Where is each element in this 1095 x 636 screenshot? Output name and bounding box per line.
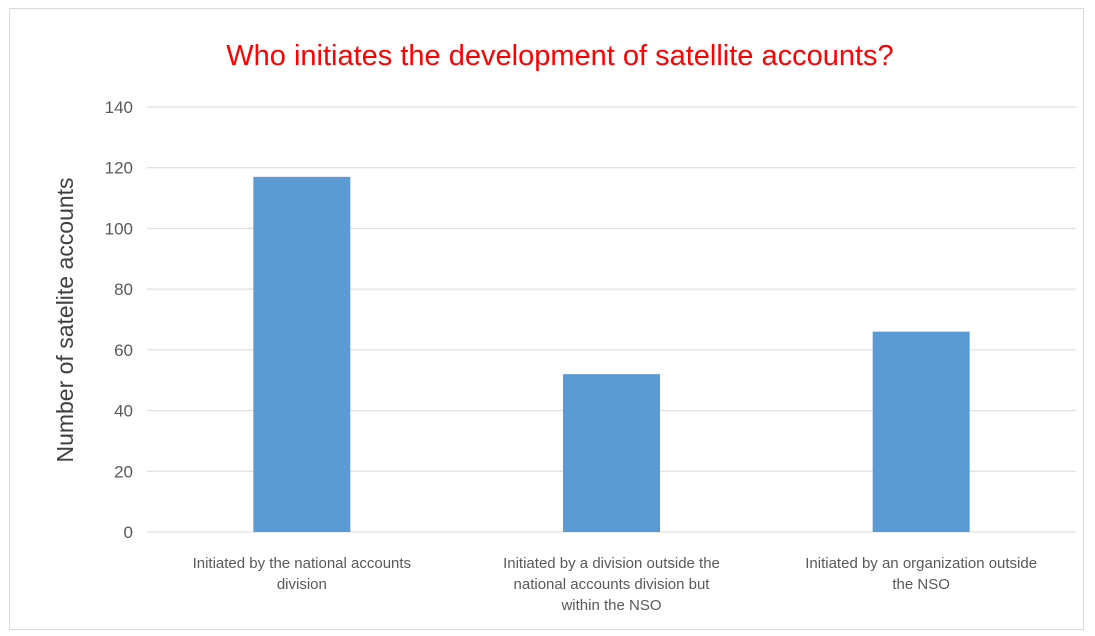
y-tick-label: 100 [105,219,133,238]
y-tick-label: 120 [105,159,133,178]
category-label: Initiated by an organization outside the … [805,555,1037,593]
chart-title: Who initiates the development of satelli… [226,40,893,72]
category-labels: Initiated by the national accounts divisi… [193,555,1037,614]
y-tick-label: 140 [105,98,133,117]
y-tick-label: 20 [114,462,133,481]
y-tick-label: 80 [114,280,133,299]
category-label: Initiated by a division outside the natio… [503,555,720,614]
y-tick-label: 60 [114,341,133,360]
y-tick-labels: 0 20 40 60 80 100 120 140 [105,98,133,542]
category-label: Initiated by the national accounts divisi… [193,555,411,593]
bar [563,374,660,532]
y-axis-label: Number of satelite accounts [52,177,78,462]
bar [872,331,970,532]
y-tick-label: 40 [114,402,133,421]
bars [253,176,970,533]
bar [253,176,351,533]
y-tick-label: 0 [124,523,133,542]
